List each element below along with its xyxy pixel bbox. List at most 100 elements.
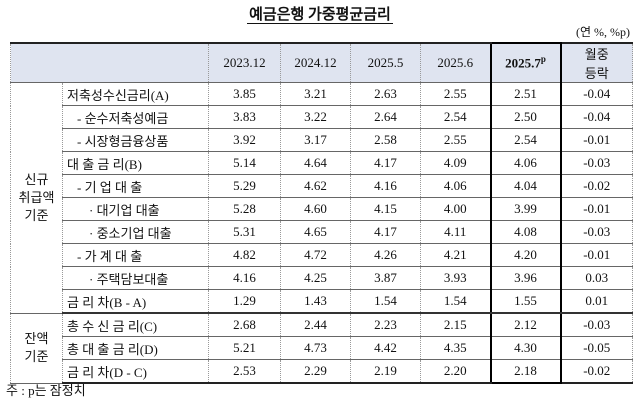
value: -0.03 [560,312,633,337]
value: 3.93 [420,266,491,290]
row-label: · 주택담보대출 [62,266,209,290]
value: 4.35 [420,336,491,360]
value: 4.60 [280,197,351,221]
value: 2.29 [280,359,351,384]
column-header: 2024.12 [280,42,351,83]
value: 4.64 [280,151,351,175]
value: 4.72 [280,243,351,267]
value: 2.58 [350,128,421,152]
row-label: - 기 업 대 출 [62,174,209,198]
value: 4.00 [420,197,491,221]
value: 4.82 [208,243,281,267]
latest-value: 2.54 [489,128,562,152]
row-label: - 순수저축성예금 [62,105,209,129]
value: 5.28 [208,197,281,221]
row-label: - 가 계 대 출 [62,243,209,267]
value: 2.15 [420,312,491,337]
row-label: 총 대 출 금 리(D) [62,336,209,360]
value: 5.29 [208,174,281,198]
latest-value: 2.12 [489,312,562,337]
value: 3.85 [208,82,281,106]
value: 4.06 [420,174,491,198]
value: 1.54 [420,289,491,314]
table-header: 2023.12 2024.12 2025.5 2025.6 2025.7p 월중 등락 [10,42,633,83]
value: 4.17 [350,220,421,244]
latest-label: 2025.7 [505,55,541,71]
value: 3.92 [208,128,281,152]
table-row: - 가 계 대 출 4.82 4.72 4.26 4.21 4.20 -0.01 [11,243,633,267]
latest-value: 3.96 [489,266,562,290]
group-label-line: 기준 [24,349,49,364]
value: 1.43 [280,289,351,314]
table-row: - 시장형금융상품 3.92 3.17 2.58 2.55 2.54 -0.01 [11,128,633,152]
value: 5.21 [208,336,281,360]
latest-value: 1.55 [489,289,562,314]
value: 4.16 [350,174,421,198]
table-row: · 대기업 대출 5.28 4.60 4.15 4.00 3.99 -0.01 [11,197,633,221]
value: 2.68 [208,312,281,337]
value: -0.03 [560,220,633,244]
change-header-line: 등락 [584,66,609,81]
value: 2.44 [280,312,351,337]
value: -0.05 [560,336,633,360]
change-header-line: 월중 [584,47,609,62]
group-label-line: 잔액 [24,331,49,346]
value: 4.21 [420,243,491,267]
latest-value: 2.50 [489,105,562,129]
note: 주 : p는 잠정치 [6,383,86,398]
latest-value: 4.06 [489,151,562,175]
value: 4.26 [350,243,421,267]
value: 4.16 [208,266,281,290]
row-label: · 중소기업 대출 [62,220,209,244]
header-corner [10,42,209,83]
latest-value: 4.20 [489,243,562,267]
value: 4.11 [420,220,491,244]
value: 0.01 [560,289,633,314]
value: 1.54 [350,289,421,314]
latest-value: 2.51 [489,82,562,106]
row-label: - 시장형금융상품 [62,128,209,152]
value: 2.23 [350,312,421,337]
row-label: 저축성수신금리(A) [62,82,209,106]
table-row: · 중소기업 대출 5.31 4.65 4.17 4.11 4.08 -0.03 [11,220,633,244]
value: 0.03 [560,266,633,290]
value: 2.63 [350,82,421,106]
latest-superscript: p [540,54,546,65]
value: 3.87 [350,266,421,290]
group-label-line: 기준 [24,207,49,223]
column-header: 2025.6 [420,42,491,83]
value: 4.65 [280,220,351,244]
group-label: 신규 취급액 기준 [10,82,63,314]
value: 3.21 [280,82,351,106]
table-row: 신규 취급액 기준 저축성수신금리(A) 3.85 3.21 2.63 2.55 2.51 -0.… [10,82,633,314]
value: 4.62 [280,174,351,198]
title: 예금은행 가중평균금리 [0,3,640,24]
value: 2.54 [420,105,491,129]
value: 2.53 [208,359,281,384]
header-row: 2023.12 2024.12 2025.5 2025.6 2025.7p 월중 등락 [10,42,633,83]
value: 4.73 [280,336,351,360]
table-row: - 기 업 대 출 5.29 4.62 4.16 4.06 4.04 -0.02 [11,174,633,198]
value: 5.14 [208,151,281,175]
value: 2.20 [420,359,491,384]
table-row: 잔액 기준 총 수 신 금 리(C) 2.68 2.44 2.23 2.15 2.12 -0.0… [10,312,633,384]
table-body: 신규 취급액 기준 저축성수신금리(A) 3.85 3.21 2.63 2.55 2.51 -0.… [10,82,633,384]
row-label: · 대기업 대출 [62,197,209,221]
value: -0.03 [560,151,633,175]
value: -0.01 [560,243,633,267]
value: 4.25 [280,266,351,290]
value: 5.31 [208,220,281,244]
rate-table: 2023.12 2024.12 2025.5 2025.6 2025.7p 월중 등락 신규… [10,42,633,384]
latest-column-header: 2025.7p [489,42,562,83]
value: 2.55 [420,128,491,152]
value: -0.02 [560,359,633,384]
latest-value: 4.08 [489,220,562,244]
unit: (연 %, %p) [575,25,630,39]
table-row: 대 출 금 리(B) 5.14 4.64 4.17 4.09 4.06 -0.03 [11,151,633,175]
row-label: 금 리 차(B - A) [62,289,209,314]
table-row: 총 대 출 금 리(D) 5.21 4.73 4.42 4.35 4.30 -0.05 [11,336,633,360]
table-row: 금 리 차(D - C) 2.53 2.29 2.19 2.20 2.18 -0.02 [11,359,633,384]
latest-value: 4.30 [489,336,562,360]
row-label: 대 출 금 리(B) [62,151,209,175]
